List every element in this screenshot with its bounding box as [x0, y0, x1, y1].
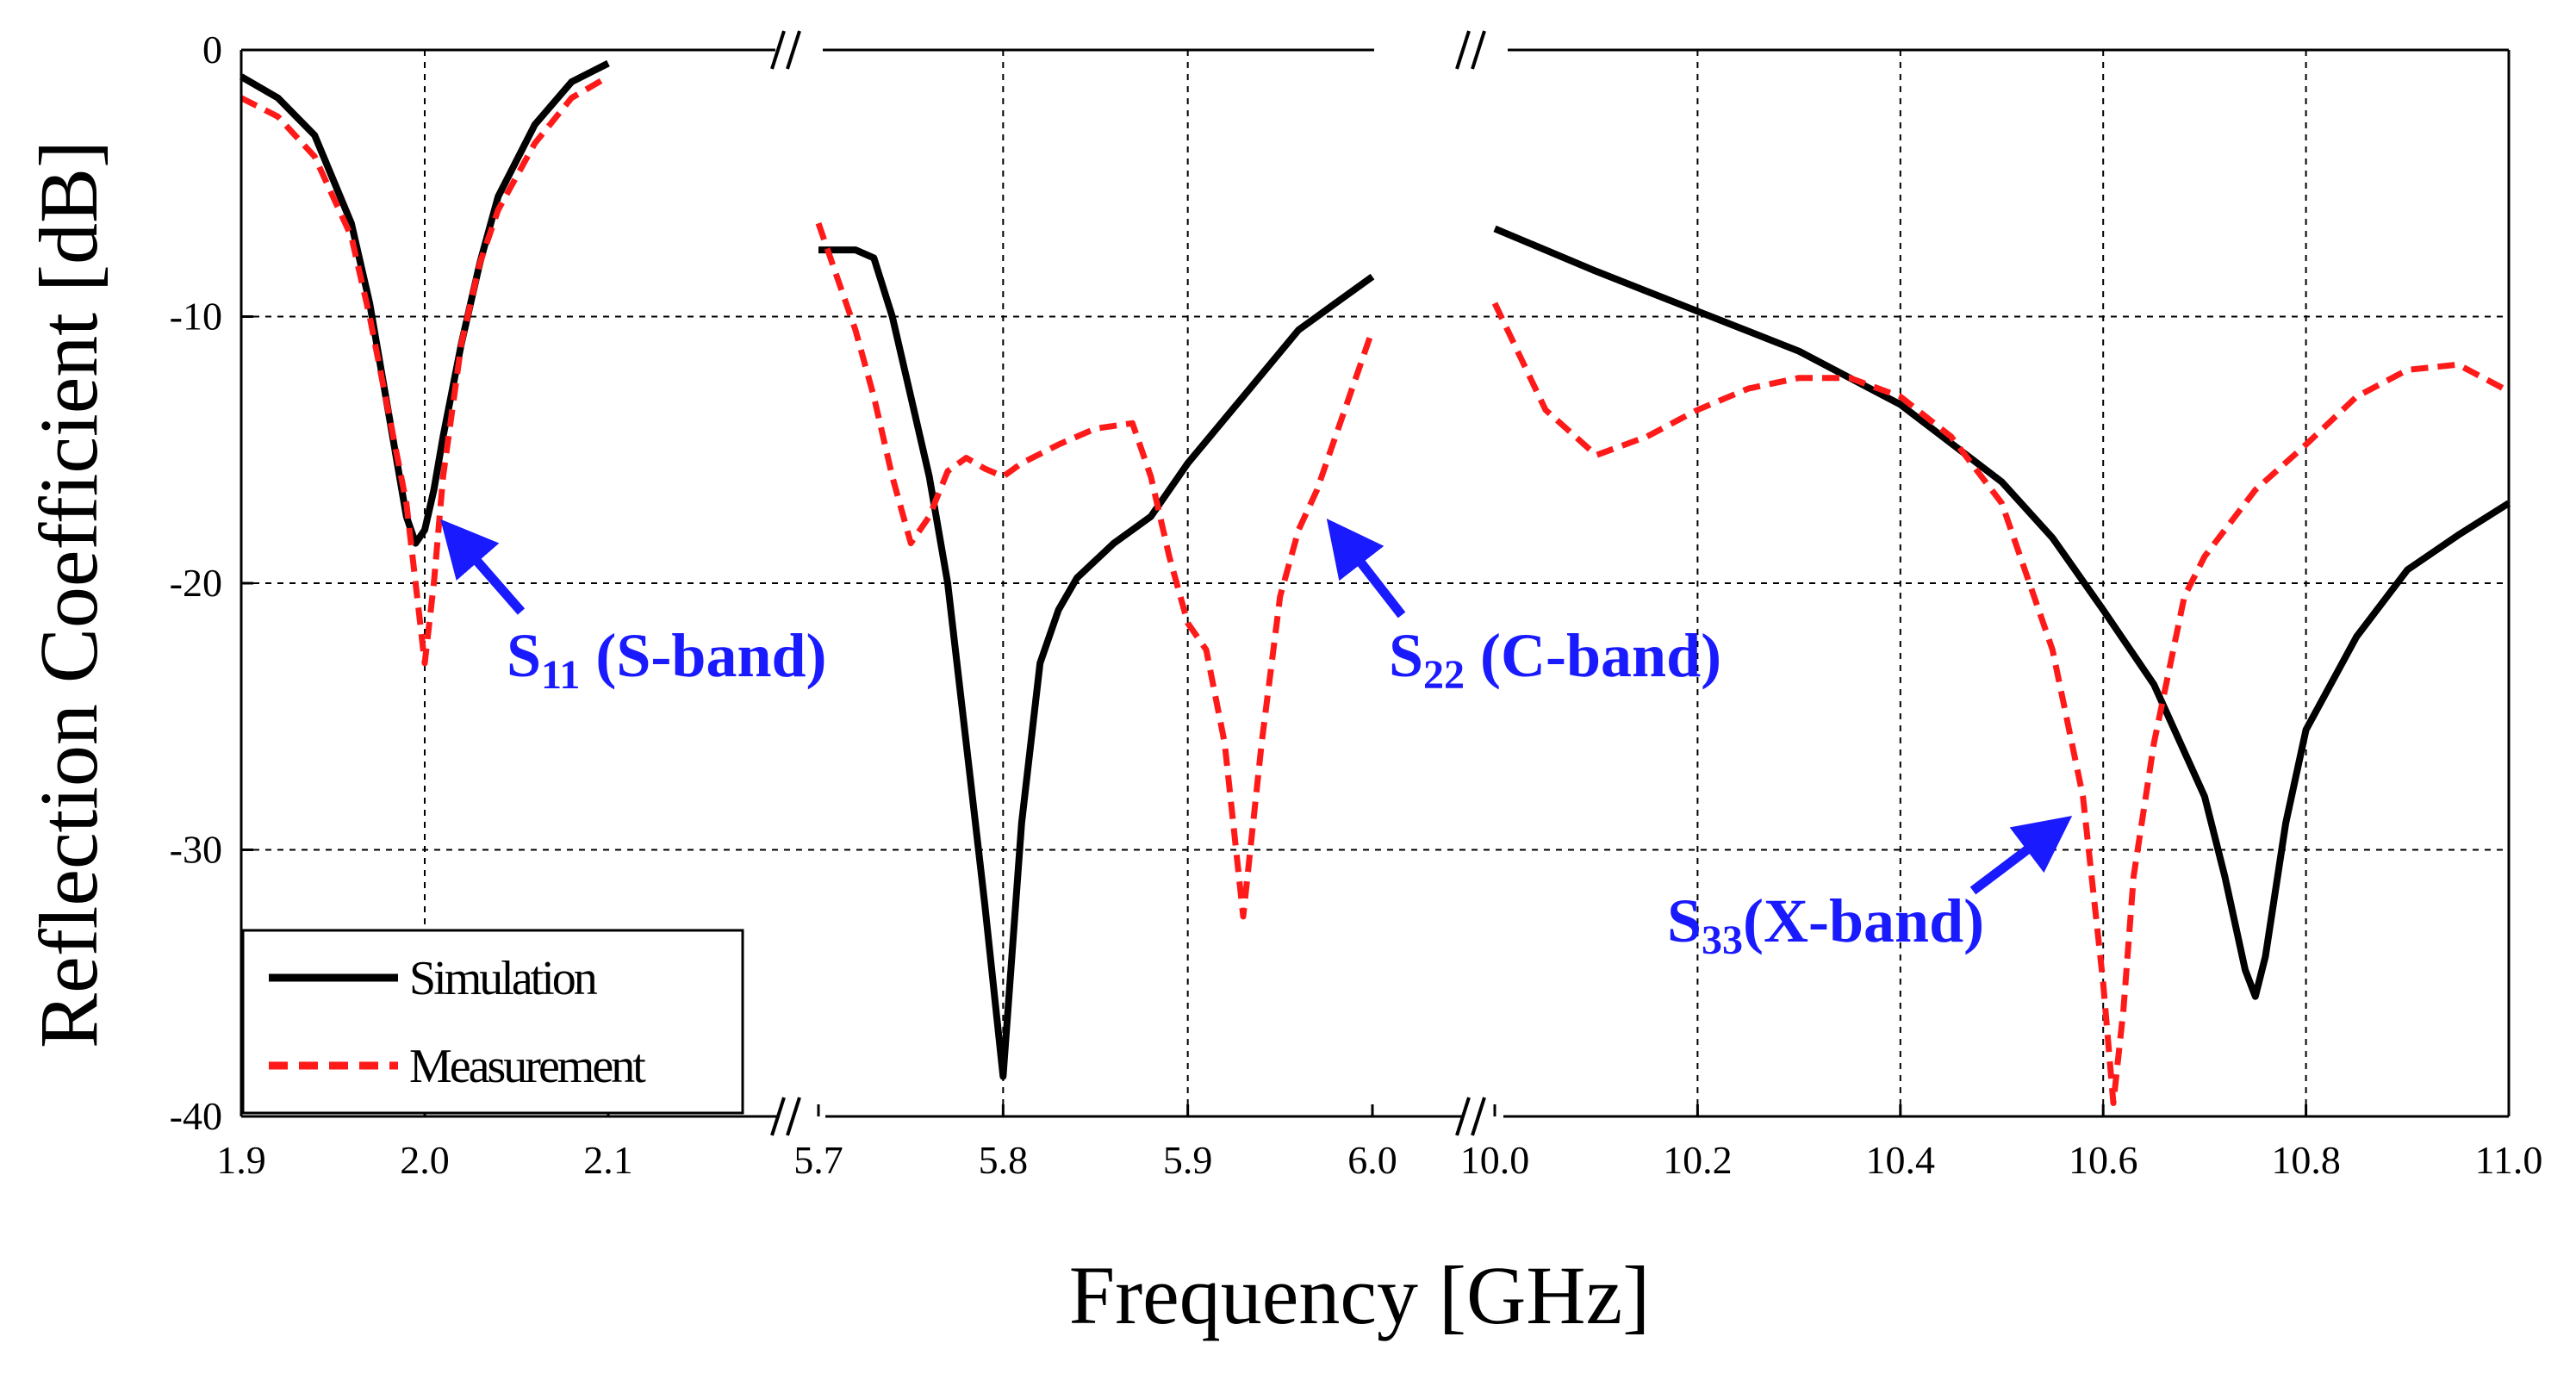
x-tick-label: 1.9	[216, 1138, 266, 1182]
axis-break-mark	[786, 1097, 801, 1136]
x-tick-label: 10.6	[2069, 1138, 2138, 1182]
x-tick-label: 5.8	[979, 1138, 1029, 1182]
annotation-s11-subscript: 11	[541, 652, 580, 698]
tick-labels: 0 -10 -20 -30 -401.9 2.0 2.1 5.7 5.8 5.9 6.0 10.0 10…	[170, 28, 2543, 1182]
annotation-s33-main: S	[1667, 886, 1702, 955]
y-tick-label: -40	[170, 1094, 222, 1138]
x-tick-label: 10.4	[1866, 1138, 1936, 1182]
x-tick-label: 11.0	[2475, 1138, 2543, 1182]
legend-box	[241, 929, 744, 1115]
x-tick-label: 10.2	[1663, 1138, 1733, 1182]
y-tick-label: 0	[202, 28, 222, 71]
annotation-s22-arrow	[1326, 518, 1406, 619]
legend-simulation-label: Simulation	[409, 952, 598, 1005]
annotation-s33-text: (X-band)	[1743, 886, 1984, 955]
annotation-s11: S11 (S-band)	[440, 519, 827, 698]
annotation-s33-arrow	[1969, 816, 2073, 895]
x-tick-label: 6.0	[1347, 1138, 1397, 1182]
annotation-s22-text: (C-band)	[1465, 621, 1721, 690]
annotation-s11-text: (S-band)	[580, 621, 826, 690]
simulation-line-s-band	[239, 59, 610, 547]
x-tick-label: 2.0	[400, 1138, 450, 1182]
axis-break-mark	[1471, 1097, 1486, 1136]
svg-text:S11 (S-band): S11 (S-band)	[507, 621, 827, 698]
measurement-line-c-band	[815, 222, 1376, 920]
annotation-s11-main: S	[507, 621, 541, 690]
data-series	[239, 59, 2511, 1106]
axis-break-mark	[1455, 1097, 1471, 1136]
x-tick-label: 2.1	[583, 1138, 633, 1182]
x-tick-label: 10.8	[2271, 1138, 2341, 1182]
y-tick-label: -20	[170, 561, 222, 605]
axis-break-mark	[786, 30, 801, 70]
axis-break-mark	[1455, 30, 1471, 70]
simulation-line-x-band	[1493, 225, 2511, 1000]
axis-break-mark	[1471, 30, 1486, 70]
annotation-s22: S22 (C-band)	[1326, 518, 1721, 698]
svg-text:S33(X-band): S33(X-band)	[1667, 886, 1984, 963]
y-tick-label: -10	[170, 295, 222, 339]
x-tick-label: 5.9	[1163, 1138, 1213, 1182]
x-tick-label: 5.7	[793, 1138, 843, 1182]
annotation-s22-main: S	[1389, 621, 1423, 690]
legend: Simulation Measurement	[241, 929, 744, 1115]
y-tick-label: -30	[170, 828, 222, 872]
annotation-s33-subscript: 33	[1702, 917, 1743, 963]
x-tick-label: 10.0	[1460, 1138, 1530, 1182]
legend-measurement-label: Measurement	[409, 1040, 646, 1093]
annotation-s22-subscript: 22	[1423, 652, 1465, 698]
measurement-line-s-band	[240, 73, 610, 667]
plot-frame	[240, 30, 2511, 1136]
axis-break-mark	[770, 1097, 786, 1136]
svg-text:S22 (C-band): S22 (C-band)	[1389, 621, 1721, 698]
axis-break-mark	[770, 30, 786, 70]
annotation-s33: S33(X-band)	[1667, 816, 2073, 963]
measurement-line-x-band	[1491, 302, 2511, 1106]
annotation-s11-arrow	[440, 519, 526, 615]
simulation-line-c-band	[818, 246, 1375, 1080]
y-axis-label: Reflection Coefficient [dB]	[22, 140, 115, 1048]
x-axis-label: Frequency [GHz]	[1069, 1249, 1650, 1341]
